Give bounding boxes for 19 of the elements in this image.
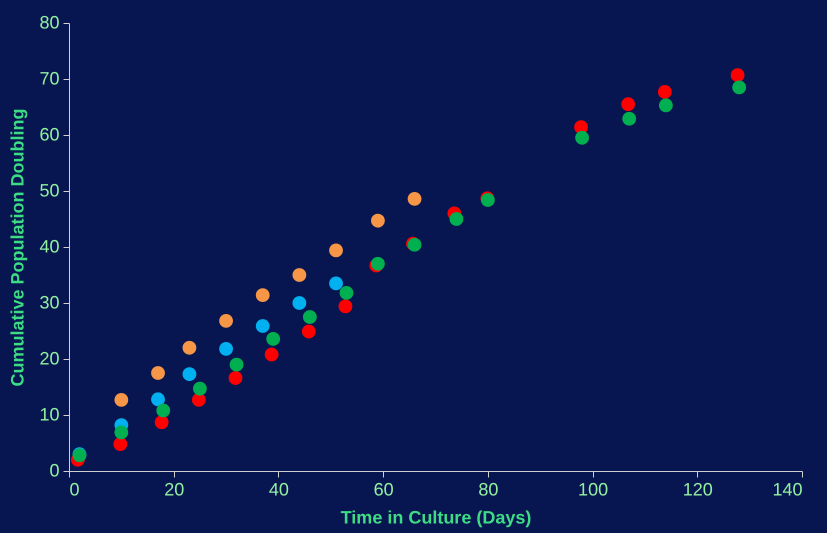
x-tick-label: 0 [70, 480, 80, 500]
y-tick-label: 20 [39, 348, 60, 368]
x-tick-label: 120 [682, 480, 713, 500]
y-tick-label: 60 [39, 124, 60, 144]
x-tick-label: 20 [164, 480, 184, 500]
y-tick-label: 70 [39, 68, 60, 88]
x-tick-label: 80 [478, 480, 498, 500]
x-axis-title: Time in Culture (Days) [340, 508, 532, 528]
x-tick-label: 60 [374, 480, 394, 500]
x-tick-label: 140 [772, 480, 802, 500]
x-tick-label: 100 [578, 480, 608, 500]
y-tick-label: 80 [39, 12, 60, 32]
y-tick-label: 30 [39, 292, 60, 312]
y-tick-label: 50 [39, 180, 60, 200]
y-tick-label: 40 [39, 236, 60, 256]
x-tick-label: 40 [268, 480, 289, 500]
y-tick-label: 0 [49, 460, 60, 480]
y-tick-label: 10 [39, 404, 60, 424]
y-axis-title: Cumulative Population Doubling [7, 108, 28, 386]
